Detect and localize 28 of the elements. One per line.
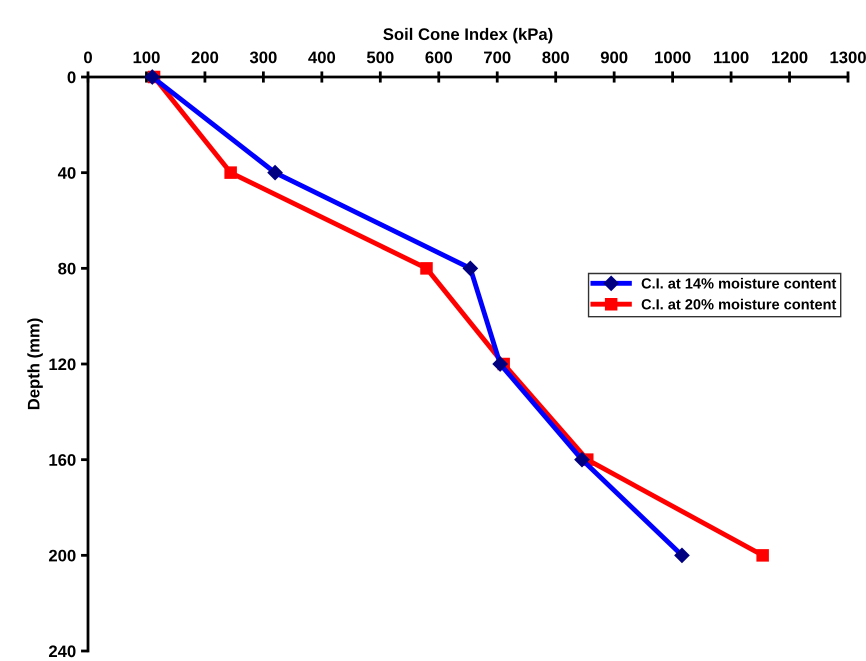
y-tick-label: 120 bbox=[49, 358, 76, 370]
x-axis-title: Soil Cone Index (kPa) bbox=[383, 28, 552, 44]
x-tick-label: 100 bbox=[134, 51, 160, 64]
x-tick-label: 1100 bbox=[714, 51, 748, 64]
x-tick-label: 300 bbox=[250, 51, 277, 64]
x-tick-label: 1300 bbox=[830, 51, 866, 64]
x-tick-label: 0 bbox=[84, 51, 92, 64]
point bbox=[224, 166, 237, 179]
x-tick-label: 200 bbox=[192, 51, 218, 64]
y-axis-title: Depth (mm) bbox=[27, 318, 43, 410]
x-tick-label: 1200 bbox=[772, 51, 808, 64]
x-tick-label: 500 bbox=[366, 51, 394, 64]
x-tick-label: 600 bbox=[425, 51, 452, 64]
y-tick-label: 240 bbox=[48, 645, 76, 658]
y-tick-label: 0 bbox=[68, 71, 76, 84]
y-tick-label: 200 bbox=[48, 550, 76, 562]
legend-label: C.I. at 14% moisture content bbox=[642, 278, 836, 289]
x-tick-label: 900 bbox=[600, 51, 628, 64]
y-tick-label: 160 bbox=[49, 454, 76, 466]
legend-label: C.I. at 20% moisture content bbox=[642, 298, 836, 310]
point bbox=[420, 262, 433, 275]
x-tick-label: 700 bbox=[484, 51, 510, 64]
x-tick-label: 800 bbox=[542, 51, 569, 64]
x-tick-label: 1000 bbox=[655, 51, 690, 64]
x-tick-label: 400 bbox=[308, 51, 336, 64]
point bbox=[756, 549, 769, 562]
y-tick-label: 40 bbox=[58, 167, 76, 179]
y-tick-label: 80 bbox=[58, 262, 76, 275]
